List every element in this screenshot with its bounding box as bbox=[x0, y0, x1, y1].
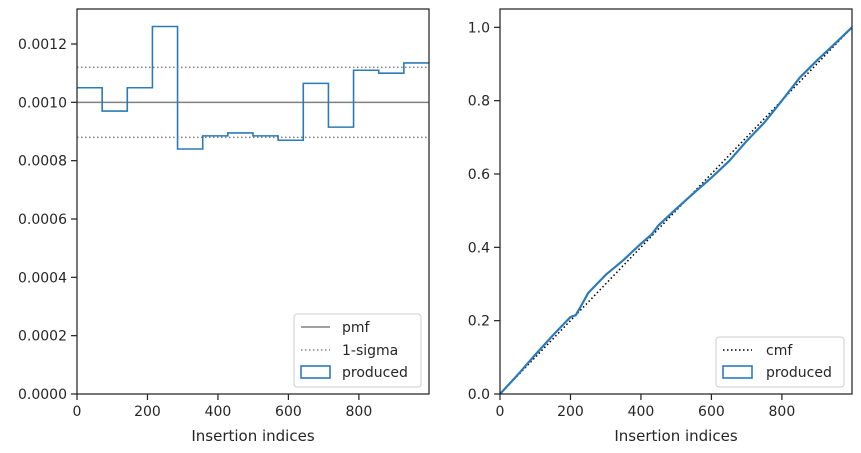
cumulative-x-tick-label: 600 bbox=[698, 404, 725, 420]
cumulative-y-ticks: 0.0 0.2 0.4 0.6 0.8 1.0 bbox=[468, 20, 500, 403]
histogram-axes-frame bbox=[76, 8, 430, 395]
histogram-x-tick-label: 0 bbox=[73, 404, 82, 420]
histogram-legend: pmf 1-sigma produced bbox=[293, 313, 422, 388]
cumulative-y-tick-label: 0.0 bbox=[468, 387, 490, 403]
histogram-y-tick-label: 0.0008 bbox=[18, 154, 67, 170]
cumulative-y-tick-label: 0.2 bbox=[468, 314, 490, 330]
histogram-x-tick-label: 400 bbox=[205, 404, 232, 420]
legend-produced-swatch bbox=[722, 365, 753, 379]
histogram-legend-frame bbox=[293, 313, 422, 388]
histogram-y-tick-label: 0.0010 bbox=[18, 95, 67, 111]
cumulative-legend: cmf produced bbox=[715, 336, 845, 388]
legend-sigma-label: 1-sigma bbox=[342, 343, 398, 359]
histogram-y-tick-label: 0.0006 bbox=[18, 212, 67, 228]
cumulative-x-tick-label: 0 bbox=[496, 404, 505, 420]
cumulative-y-tick-label: 0.4 bbox=[468, 240, 490, 256]
legend-produced-label: produced bbox=[342, 365, 408, 381]
legend-produced-swatch bbox=[300, 365, 331, 379]
cumulative-y-tick-label: 1.0 bbox=[468, 20, 490, 36]
cumulative-x-tick-label: 400 bbox=[628, 404, 655, 420]
histogram-x-ticks: 0 200 400 600 800 bbox=[73, 394, 373, 420]
cumulative-x-tick-label: 800 bbox=[769, 404, 796, 420]
histogram-y-ticks: 0.0000 0.0002 0.0004 0.0006 0.0008 0.0010 0.00… bbox=[18, 37, 77, 403]
histogram-y-tick-label: 0.0000 bbox=[18, 387, 67, 403]
cumulative-x-ticks: 0 200 400 600 800 bbox=[496, 394, 796, 420]
legend-cmf-label: cmf bbox=[766, 343, 793, 359]
legend-pmf-label: pmf bbox=[342, 320, 371, 336]
legend-produced-label: produced bbox=[766, 365, 832, 381]
histogram-x-axis-label: Insertion indices bbox=[191, 427, 314, 445]
produced-cumulative-line bbox=[499, 26, 853, 395]
histogram-x-tick-label: 800 bbox=[346, 404, 373, 420]
histogram-y-tick-label: 0.0012 bbox=[18, 37, 67, 53]
histogram-plot-area bbox=[77, 25, 429, 150]
cumulative-plot-area bbox=[499, 26, 853, 395]
histogram-x-tick-label: 600 bbox=[275, 404, 302, 420]
cumulative-axes-frame bbox=[499, 8, 853, 395]
cumulative-x-axis-label: Insertion indices bbox=[614, 427, 737, 445]
cumulative-x-tick-label: 200 bbox=[557, 404, 584, 420]
histogram-x-tick-label: 200 bbox=[134, 404, 161, 420]
cumulative-y-tick-label: 0.6 bbox=[468, 167, 490, 183]
cmf-line bbox=[499, 26, 853, 395]
histogram-y-tick-label: 0.0004 bbox=[18, 270, 67, 286]
histogram-chart: 0 200 400 600 800 0.00000.00020.00040.00060.… bbox=[18, 8, 430, 445]
cumulative-chart: 0 200 400 600 800 0.0 0.2 0.4 0.6 0.8 1.0 Inserti… bbox=[468, 8, 853, 445]
histogram-y-tick-label: 0.0002 bbox=[18, 329, 67, 345]
cumulative-y-tick-label: 0.8 bbox=[468, 94, 490, 110]
produced-step-series bbox=[77, 25, 429, 150]
